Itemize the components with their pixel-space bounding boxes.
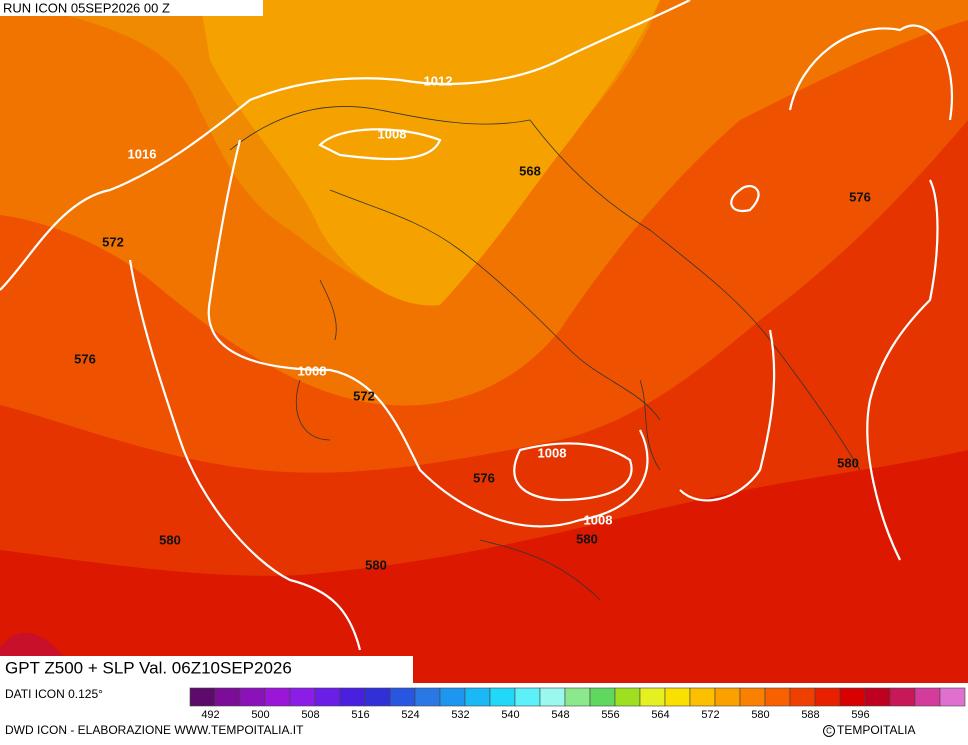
map: RUN ICON 05SEP2026 00 Z 5725685765765725… (0, 0, 968, 683)
title-box (0, 656, 413, 683)
height-label: 576 (74, 351, 96, 366)
run-label: RUN ICON 05SEP2026 00 Z (3, 0, 170, 15)
colorbar-swatch (539, 687, 566, 707)
colorbar-swatch (314, 687, 341, 707)
colorbar: 492 500 508 516 524 532 540 548 556 564 572 580 588 5… (189, 687, 966, 721)
height-label: 580 (159, 532, 181, 547)
colorbar-swatch (414, 687, 441, 707)
colorbar-swatch (889, 687, 916, 707)
colorbar-tick-label: 500 (251, 709, 269, 721)
colorbar-tick-label: 572 (701, 709, 719, 721)
colorbar-tick-label: 580 (751, 709, 769, 721)
copyright-c: C (826, 727, 832, 736)
colorbar-tick-label: 588 (801, 709, 819, 721)
isobars-east (679, 24, 954, 561)
colorbar-swatch (264, 687, 291, 707)
colorbar-swatch (464, 687, 491, 707)
coastlines (229, 105, 861, 601)
colorbar-swatch (589, 687, 616, 707)
colorbar-swatch (764, 687, 791, 707)
credit-label: DWD ICON - ELABORAZIONE WWW.TEMPOITALIA.… (5, 723, 304, 737)
colorbar-swatch (939, 687, 966, 707)
colorbar-swatch (839, 687, 866, 707)
height-label: 580 (576, 531, 598, 546)
colorbar-swatch (664, 687, 691, 707)
pressure-label: 1008 (584, 512, 613, 527)
colorbar-swatch (189, 687, 216, 707)
source-label: DATI ICON 0.125° (5, 687, 103, 701)
colorbar-tick-label: 564 (651, 709, 669, 721)
colorbar-swatch (789, 687, 816, 707)
pressure-label: 1008 (298, 363, 327, 378)
run-label-box (0, 0, 263, 16)
colorbar-swatch (564, 687, 591, 707)
pressure-label: 1008 (378, 126, 407, 141)
colorbar-swatch (289, 687, 316, 707)
pressure-label: 1008 (538, 445, 567, 460)
colorbar-swatch (864, 687, 891, 707)
colorbar-swatch (714, 687, 741, 707)
pressure-label: 1016 (128, 146, 157, 161)
colorbar-tick-label: 540 (501, 709, 519, 721)
colorbar-swatch (689, 687, 716, 707)
colorbar-tick-label: 556 (601, 709, 619, 721)
isobar-west (128, 259, 362, 651)
height-label: 580 (837, 455, 859, 470)
colorbar-swatch (639, 687, 666, 707)
height-label: 576 (473, 470, 495, 485)
colorbar-tick-label: 524 (401, 709, 419, 721)
colorbar-swatch (814, 687, 841, 707)
colorbar-tick-label: 508 (301, 709, 319, 721)
height-label: 572 (353, 388, 375, 403)
map-title: GPT Z500 + SLP Val. 06Z10SEP2026 (5, 658, 292, 677)
height-label: 572 (102, 234, 124, 249)
copyright-label: TEMPOITALIA (837, 723, 915, 737)
isobar-1008-c (513, 442, 633, 502)
colorbar-swatch (339, 687, 366, 707)
copyright-icon (823, 725, 835, 737)
colorbar-tick-label: 516 (351, 709, 369, 721)
height-label: 580 (365, 557, 387, 572)
isobar-1008-a (207, 139, 649, 528)
colorbar-swatch (614, 687, 641, 707)
colorbar-swatch (214, 687, 241, 707)
colorbar-swatch (914, 687, 941, 707)
height-label: 568 (519, 163, 541, 178)
colorbar-swatch (439, 687, 466, 707)
isobar-1016 (0, 0, 691, 291)
height-label: 576 (849, 189, 871, 204)
contour-labels: 572 568 576 576 572 576 580 580 580 580 1012 1008 10… (74, 73, 871, 572)
colorbar-swatch (514, 687, 541, 707)
colorbar-swatch (389, 687, 416, 707)
colorbar-tick-label: 532 (451, 709, 469, 721)
pressure-label: 1012 (424, 73, 453, 88)
colorbar-swatch (739, 687, 766, 707)
band-center (200, 0, 660, 306)
colorbar-swatch (364, 687, 391, 707)
colorbar-swatch (239, 687, 266, 707)
colorbar-swatch (489, 687, 516, 707)
colorbar-tick-label: 548 (551, 709, 569, 721)
isobar-1008-b (318, 128, 442, 161)
colorbar-tick-label: 492 (201, 709, 219, 721)
colorbar-tick-label: 596 (851, 709, 869, 721)
